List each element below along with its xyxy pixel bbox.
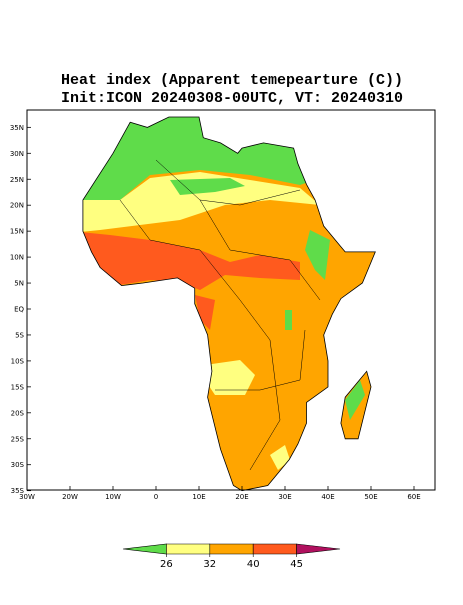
lon-tick-label: 20W [62, 493, 78, 501]
colorbar-label: 32 [203, 559, 216, 570]
colorbar: 26 32 40 45 [122, 543, 341, 570]
lat-tick-label: EQ [14, 306, 24, 314]
title-line-2: Init:ICON 20240308-00UTC, VT: 20240310 [61, 90, 403, 107]
lat-tick-label: 10N [10, 254, 24, 262]
heat-field [82, 117, 376, 490]
lat-tick-label: 5N [14, 280, 24, 288]
lat-tick-label: 15N [10, 228, 24, 236]
lat-tick-label: 35S [11, 487, 25, 495]
lon-tick-label: 10E [192, 493, 205, 501]
lat-tick-label: 20N [10, 202, 24, 210]
lon-tick-label: 40E [321, 493, 334, 501]
colorbar-label: 45 [290, 559, 303, 570]
lat-tick-label: 30N [10, 150, 24, 158]
colorbar-segment [166, 543, 211, 555]
lon-tick-label: 20E [235, 493, 248, 501]
lon-tick-label: 60E [407, 493, 420, 501]
lat-tick-label: 5S [15, 331, 24, 339]
map-frame [26, 109, 436, 491]
colorbar-segment [209, 543, 254, 555]
lon-tick-label: 50E [364, 493, 377, 501]
lat-tick-label: 15S [11, 383, 25, 391]
lat-tick-label: 35N [10, 124, 24, 132]
title-line-1: Heat index (Apparent temepearture (C)) [61, 72, 403, 89]
lon-tick-label: 10W [105, 493, 121, 501]
colorbar-segment [296, 543, 341, 555]
lon-tick-label: 30E [278, 493, 291, 501]
colorbar-label: 40 [247, 559, 260, 570]
lat-tick-label: 10S [11, 357, 25, 365]
colorbar-segment [252, 543, 297, 555]
colorbar-label: 26 [160, 559, 173, 570]
lat-tick-label: 30S [11, 461, 25, 469]
coastline [82, 116, 376, 492]
lat-tick-label: 20S [11, 409, 25, 417]
lon-tick-label: 0 [154, 493, 158, 501]
lat-tick-label: 25N [10, 176, 24, 184]
lat-tick-label: 25S [11, 435, 25, 443]
axes: 35N 30N 25N 20N 15N 10N 5N EQ 5S 10S 15S 20S 25S 30S 3… [10, 124, 421, 501]
lon-tick-label: 30W [19, 493, 35, 501]
colorbar-segment [122, 543, 167, 555]
